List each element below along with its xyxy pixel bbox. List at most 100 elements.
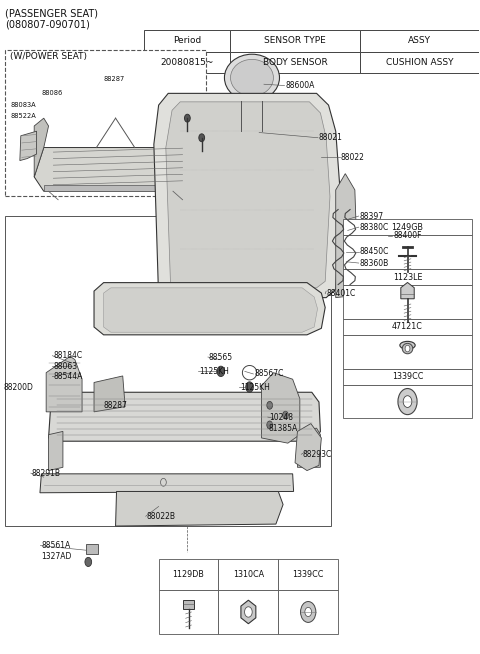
Text: 88522A: 88522A	[10, 112, 36, 118]
Text: (080807-090701): (080807-090701)	[5, 20, 90, 29]
Text: 88184C: 88184C	[53, 351, 83, 360]
Bar	[343, 235, 472, 269]
Text: 88063: 88063	[53, 362, 77, 371]
Text: 88567C: 88567C	[254, 370, 284, 379]
Polygon shape	[262, 373, 300, 443]
Text: 88400F: 88400F	[393, 231, 421, 240]
FancyBboxPatch shape	[86, 544, 98, 554]
Circle shape	[300, 602, 316, 623]
Circle shape	[283, 411, 288, 419]
Polygon shape	[166, 102, 330, 288]
Bar	[343, 335, 472, 369]
Text: 88565: 88565	[209, 353, 233, 362]
Text: 88380C: 88380C	[360, 222, 389, 232]
Ellipse shape	[405, 345, 410, 352]
Circle shape	[305, 608, 312, 617]
Text: Period: Period	[173, 37, 202, 45]
Text: 88450C: 88450C	[360, 247, 389, 256]
Bar	[5, 50, 206, 196]
Text: (W/POWER SEAT): (W/POWER SEAT)	[10, 52, 87, 61]
Circle shape	[398, 388, 417, 415]
Polygon shape	[48, 432, 63, 471]
Text: 1249GB: 1249GB	[392, 223, 423, 232]
Text: 1327AD: 1327AD	[41, 552, 72, 561]
Text: 88397: 88397	[360, 211, 384, 220]
Bar	[343, 385, 472, 419]
Polygon shape	[94, 283, 325, 335]
Text: 88561A: 88561A	[41, 541, 71, 550]
Text: 88401C: 88401C	[326, 289, 355, 298]
Text: 81385A: 81385A	[269, 424, 298, 434]
Text: 10248: 10248	[269, 413, 293, 422]
Text: 88086: 88086	[41, 90, 62, 96]
Circle shape	[403, 396, 412, 407]
Polygon shape	[34, 148, 192, 191]
Polygon shape	[46, 356, 82, 412]
Text: 88287: 88287	[104, 401, 128, 410]
Circle shape	[246, 382, 253, 392]
Text: 88083A: 88083A	[10, 102, 36, 108]
Text: 88291B: 88291B	[32, 469, 61, 477]
Polygon shape	[154, 94, 340, 298]
Polygon shape	[182, 131, 197, 191]
Ellipse shape	[400, 341, 415, 349]
Text: 88287: 88287	[104, 76, 125, 82]
Text: 1339CC: 1339CC	[392, 372, 423, 381]
Bar	[183, 600, 194, 609]
Polygon shape	[48, 392, 321, 441]
Bar	[158, 590, 218, 634]
Polygon shape	[34, 118, 48, 177]
Polygon shape	[116, 491, 283, 526]
Bar	[360, 30, 480, 52]
Text: ASSY: ASSY	[408, 37, 431, 45]
Text: 88293C: 88293C	[302, 450, 332, 458]
Bar	[343, 319, 472, 335]
Bar	[218, 559, 278, 590]
Text: 20080815~: 20080815~	[161, 58, 214, 67]
Ellipse shape	[225, 54, 279, 101]
Polygon shape	[40, 474, 294, 492]
Text: 1125KH: 1125KH	[199, 367, 229, 376]
Polygon shape	[401, 283, 414, 299]
Polygon shape	[298, 428, 321, 468]
Circle shape	[267, 402, 273, 409]
Polygon shape	[295, 424, 322, 471]
Bar	[343, 369, 472, 385]
Circle shape	[267, 421, 273, 429]
Text: 47121C: 47121C	[392, 322, 423, 332]
Text: 1310CA: 1310CA	[233, 570, 264, 579]
Bar	[144, 30, 230, 52]
Bar	[343, 269, 472, 285]
Bar	[5, 216, 331, 526]
Bar	[360, 52, 480, 73]
Polygon shape	[44, 184, 182, 191]
Text: 1123LE: 1123LE	[393, 273, 422, 282]
Text: 1125KH: 1125KH	[240, 383, 270, 392]
Ellipse shape	[402, 343, 413, 354]
Text: CUSHION ASSY: CUSHION ASSY	[386, 58, 453, 67]
Text: 88360B: 88360B	[360, 258, 389, 267]
Polygon shape	[104, 288, 318, 332]
Text: 88200D: 88200D	[3, 383, 33, 392]
Bar	[230, 30, 360, 52]
Text: (PASSENGER SEAT): (PASSENGER SEAT)	[5, 9, 98, 18]
Text: 1339CC: 1339CC	[292, 570, 324, 579]
Text: 88544A: 88544A	[53, 372, 83, 381]
Circle shape	[184, 114, 190, 122]
Text: 1129DB: 1129DB	[173, 570, 204, 579]
Bar	[343, 285, 472, 319]
Text: BODY SENSOR: BODY SENSOR	[263, 58, 327, 67]
Text: 88022: 88022	[340, 153, 364, 162]
Circle shape	[85, 557, 92, 566]
Circle shape	[217, 366, 225, 377]
Bar	[144, 52, 230, 73]
Text: 88022B: 88022B	[147, 512, 176, 521]
Text: 88021: 88021	[319, 133, 343, 142]
Bar	[278, 559, 338, 590]
Text: 88600A: 88600A	[286, 81, 315, 90]
Polygon shape	[94, 376, 125, 412]
Circle shape	[244, 607, 252, 617]
Polygon shape	[336, 173, 357, 298]
Bar	[278, 590, 338, 634]
Ellipse shape	[230, 60, 274, 96]
